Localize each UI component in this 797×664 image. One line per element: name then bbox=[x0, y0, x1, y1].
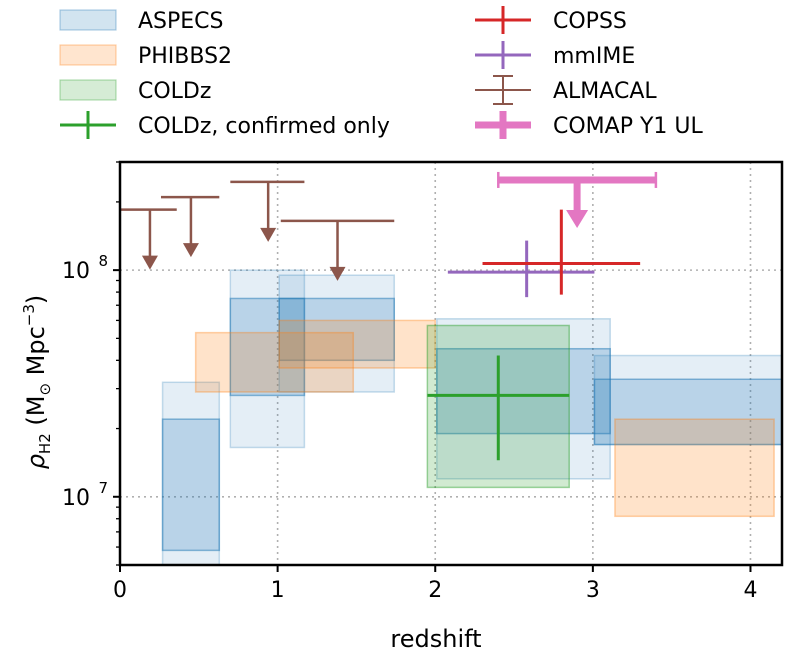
axis-labels: redshift ρH2 (M⊙ Mpc−3) bbox=[20, 295, 482, 653]
legend-swatch bbox=[59, 79, 117, 101]
almacal-limit-arrowhead bbox=[329, 266, 346, 281]
plot-frame bbox=[118, 160, 784, 567]
legend-entry: ASPECS bbox=[59, 9, 224, 34]
legend-swatch bbox=[59, 9, 117, 31]
aspecs-box-inner bbox=[229, 297, 306, 397]
legend-label: COLDz bbox=[138, 79, 211, 104]
y-tick-label: 10 bbox=[62, 486, 90, 511]
aspecs-box-inner bbox=[436, 347, 611, 435]
x-tick-label: 4 bbox=[743, 578, 757, 603]
aspecs-box-outer bbox=[436, 318, 611, 480]
legend-entry: ALMACAL bbox=[475, 75, 657, 105]
legend-swatch bbox=[59, 44, 117, 66]
y-axis-label: ρH2 (M⊙ Mpc−3) bbox=[20, 295, 54, 470]
x-tick-label: 1 bbox=[271, 578, 285, 603]
phibbs2-box bbox=[278, 319, 436, 369]
almacal-limit-arrowhead bbox=[141, 255, 158, 270]
aspecs-box-outer bbox=[229, 269, 306, 449]
x-axis-label: redshift bbox=[390, 625, 481, 653]
legend-label: COPSS bbox=[553, 9, 627, 34]
legend-entry: PHIBBS2 bbox=[59, 44, 232, 69]
y-tick-label-exponent: 8 bbox=[98, 252, 108, 270]
comap-limit-arrowhead bbox=[566, 209, 589, 228]
phibbs2-box bbox=[194, 331, 355, 393]
plot-area bbox=[120, 171, 782, 565]
grid bbox=[120, 162, 782, 565]
y-tick-label-exponent: 7 bbox=[98, 479, 108, 497]
almacal-limit-arrowhead bbox=[182, 243, 199, 258]
x-tick-label: 0 bbox=[113, 578, 127, 603]
legend-entry: COLDz, confirmed only bbox=[60, 111, 390, 139]
legend-entry: mmIME bbox=[475, 41, 635, 69]
legend-label: ASPECS bbox=[138, 9, 224, 34]
legend-label: COLDz, confirmed only bbox=[138, 114, 390, 139]
legend-label: COMAP Y1 UL bbox=[553, 114, 704, 139]
legend-label: mmIME bbox=[553, 44, 635, 69]
phibbs2-box bbox=[614, 418, 775, 518]
axes: 0 1 2 3 4 10 7 10 8 bbox=[62, 160, 784, 603]
aspecs-box-inner bbox=[161, 418, 221, 552]
y-tick-label: 10 bbox=[62, 259, 90, 284]
legend-label: PHIBBS2 bbox=[138, 44, 232, 69]
legend-entry: COMAP Y1 UL bbox=[475, 111, 704, 139]
aspecs-box-inner bbox=[593, 378, 782, 446]
legend-entry: COPSS bbox=[475, 6, 627, 34]
legend: ASPECS PHIBBS2 COLDz COLDz, confirmed only C… bbox=[59, 6, 704, 139]
x-tick-label: 2 bbox=[428, 578, 442, 603]
legend-entry: COLDz bbox=[59, 79, 211, 104]
almacal-limit-arrowhead bbox=[260, 227, 277, 242]
aspecs-box-inner bbox=[278, 297, 396, 362]
x-tick-label: 3 bbox=[586, 578, 600, 603]
legend-label: ALMACAL bbox=[553, 79, 657, 104]
